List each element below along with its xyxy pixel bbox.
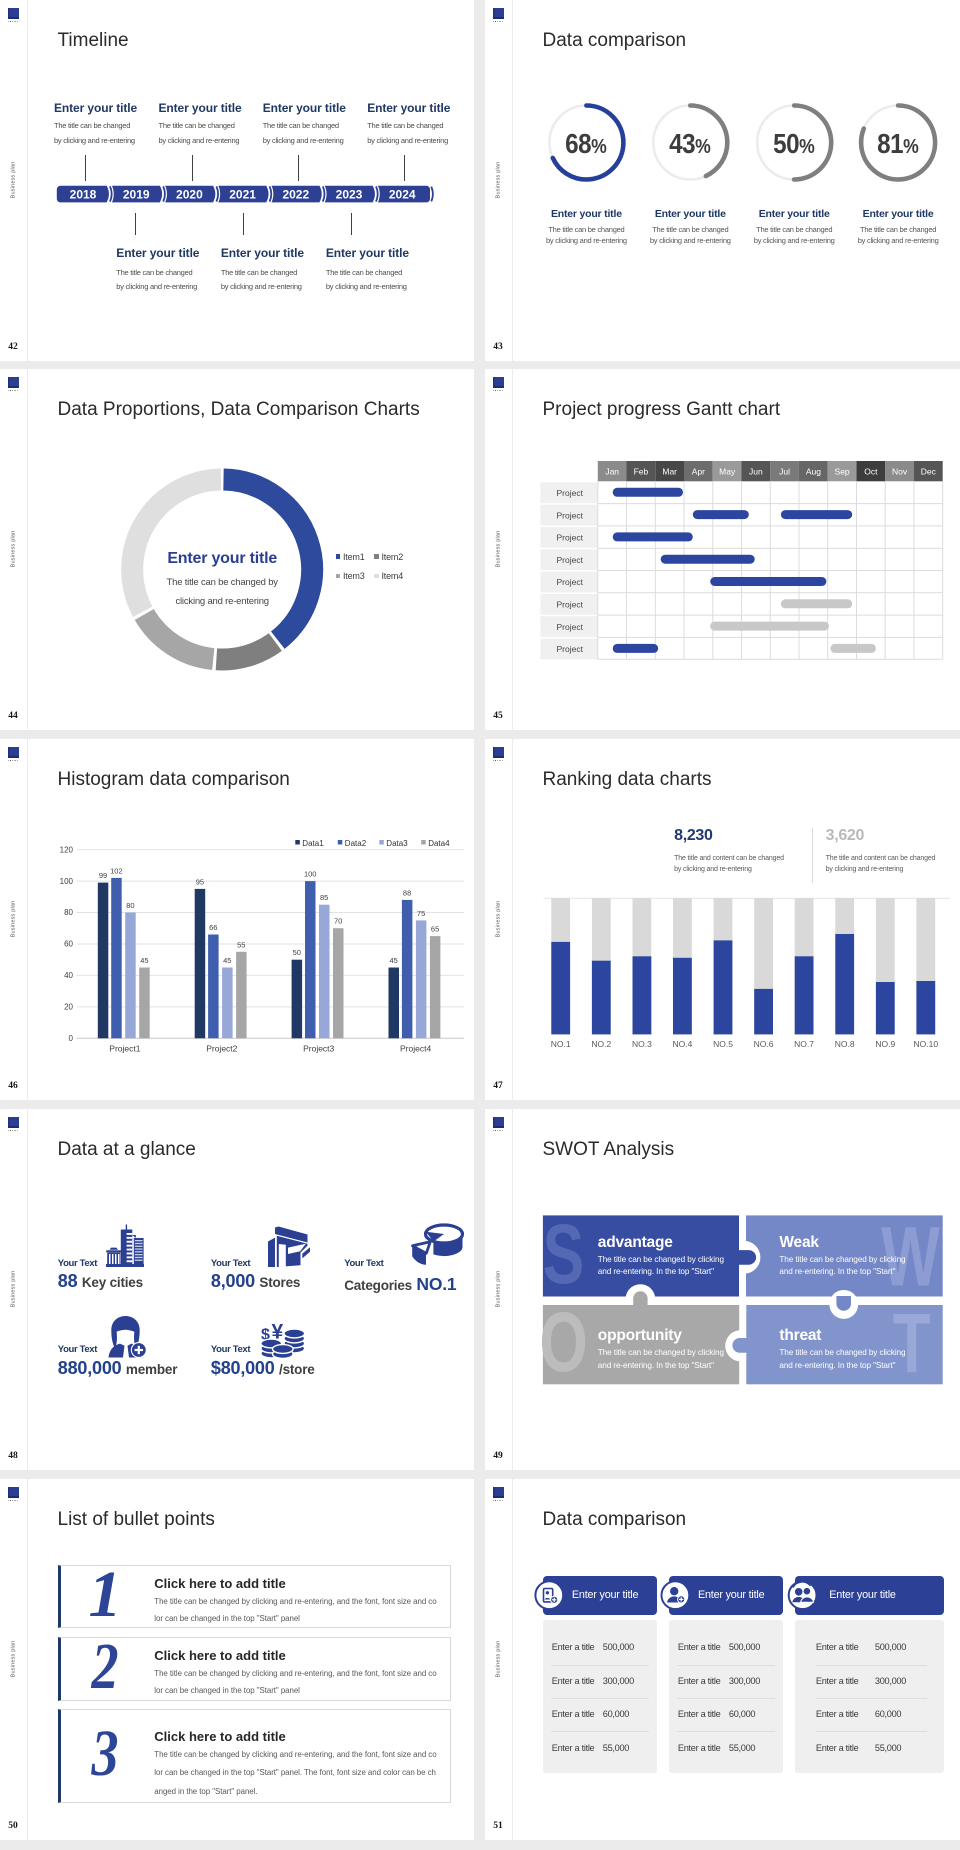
svg-text:Jul: Jul [779, 466, 790, 476]
svg-text:Feb: Feb [634, 466, 649, 476]
svg-text:¥: ¥ [272, 1321, 284, 1344]
svg-text:120: 120 [60, 845, 74, 854]
svg-text:Project2: Project2 [206, 1044, 237, 1054]
svg-text:T: T [893, 1296, 931, 1390]
svg-text:40: 40 [64, 971, 73, 980]
svg-text:70: 70 [334, 917, 342, 926]
svg-text:Oct: Oct [864, 466, 878, 476]
svg-text:NO.7: NO.7 [794, 1039, 814, 1049]
svg-text:99: 99 [99, 871, 107, 880]
svg-text:Sep: Sep [835, 466, 850, 476]
svg-text:Jan: Jan [605, 466, 619, 476]
svg-text:Data2: Data2 [345, 839, 367, 848]
svg-text:Data3: Data3 [386, 839, 408, 848]
svg-text:80: 80 [126, 901, 134, 910]
svg-text:45: 45 [390, 956, 398, 965]
svg-text:Project: Project [557, 622, 584, 632]
svg-text:85: 85 [320, 893, 328, 902]
svg-text:88: 88 [403, 888, 411, 897]
svg-text:Project: Project [557, 644, 584, 654]
svg-text:NO.1: NO.1 [551, 1039, 571, 1049]
svg-text:65: 65 [431, 925, 439, 934]
svg-text:75: 75 [417, 909, 425, 918]
svg-text:NO.4: NO.4 [672, 1039, 692, 1049]
svg-text:Aug: Aug [806, 466, 821, 476]
svg-text:2019: 2019 [123, 187, 150, 201]
svg-text:Project4: Project4 [400, 1044, 431, 1054]
svg-text:Project3: Project3 [303, 1044, 334, 1054]
svg-text:NO.8: NO.8 [835, 1039, 855, 1049]
svg-text:Project: Project [557, 600, 584, 610]
svg-text:Mar: Mar [662, 466, 677, 476]
svg-text:Project: Project [557, 510, 584, 520]
svg-text:2022: 2022 [282, 187, 309, 201]
svg-text:NO.3: NO.3 [632, 1039, 652, 1049]
svg-text:2020: 2020 [176, 187, 203, 201]
svg-text:100: 100 [304, 870, 317, 879]
svg-text:2023: 2023 [336, 187, 363, 201]
svg-text:$: $ [261, 1327, 270, 1344]
svg-text:Data1: Data1 [302, 839, 324, 848]
svg-text:Project: Project [557, 555, 584, 565]
svg-text:Jun: Jun [749, 466, 763, 476]
svg-text:2021: 2021 [229, 187, 256, 201]
svg-text:Nov: Nov [892, 466, 908, 476]
svg-text:102: 102 [110, 866, 123, 875]
svg-text:NO.10: NO.10 [914, 1039, 939, 1049]
svg-text:100: 100 [60, 877, 74, 886]
svg-text:NO.6: NO.6 [754, 1039, 774, 1049]
svg-text:0: 0 [69, 1034, 74, 1043]
svg-text:W: W [881, 1210, 940, 1304]
svg-text:May: May [719, 466, 736, 476]
svg-text:50: 50 [293, 948, 301, 957]
svg-text:NO.5: NO.5 [713, 1039, 733, 1049]
svg-text:95: 95 [196, 877, 204, 886]
svg-text:S: S [543, 1207, 584, 1301]
svg-text:O: O [539, 1295, 587, 1389]
svg-text:NO.9: NO.9 [875, 1039, 895, 1049]
svg-text:Project1: Project1 [109, 1044, 140, 1054]
svg-text:80: 80 [64, 908, 73, 917]
svg-text:Dec: Dec [921, 466, 937, 476]
svg-text:45: 45 [223, 956, 231, 965]
svg-text:45: 45 [140, 956, 148, 965]
svg-text:Project: Project [557, 488, 584, 498]
svg-text:Project: Project [557, 533, 584, 543]
svg-text:2024: 2024 [389, 187, 416, 201]
svg-text:66: 66 [209, 923, 217, 932]
svg-text:Project: Project [557, 577, 584, 587]
svg-text:Apr: Apr [692, 466, 705, 476]
svg-text:2018: 2018 [70, 187, 97, 201]
svg-text:55: 55 [237, 940, 245, 949]
svg-text:Data4: Data4 [428, 839, 450, 848]
svg-text:60: 60 [64, 940, 73, 949]
svg-text:NO.2: NO.2 [591, 1039, 611, 1049]
svg-text:20: 20 [64, 1003, 73, 1012]
